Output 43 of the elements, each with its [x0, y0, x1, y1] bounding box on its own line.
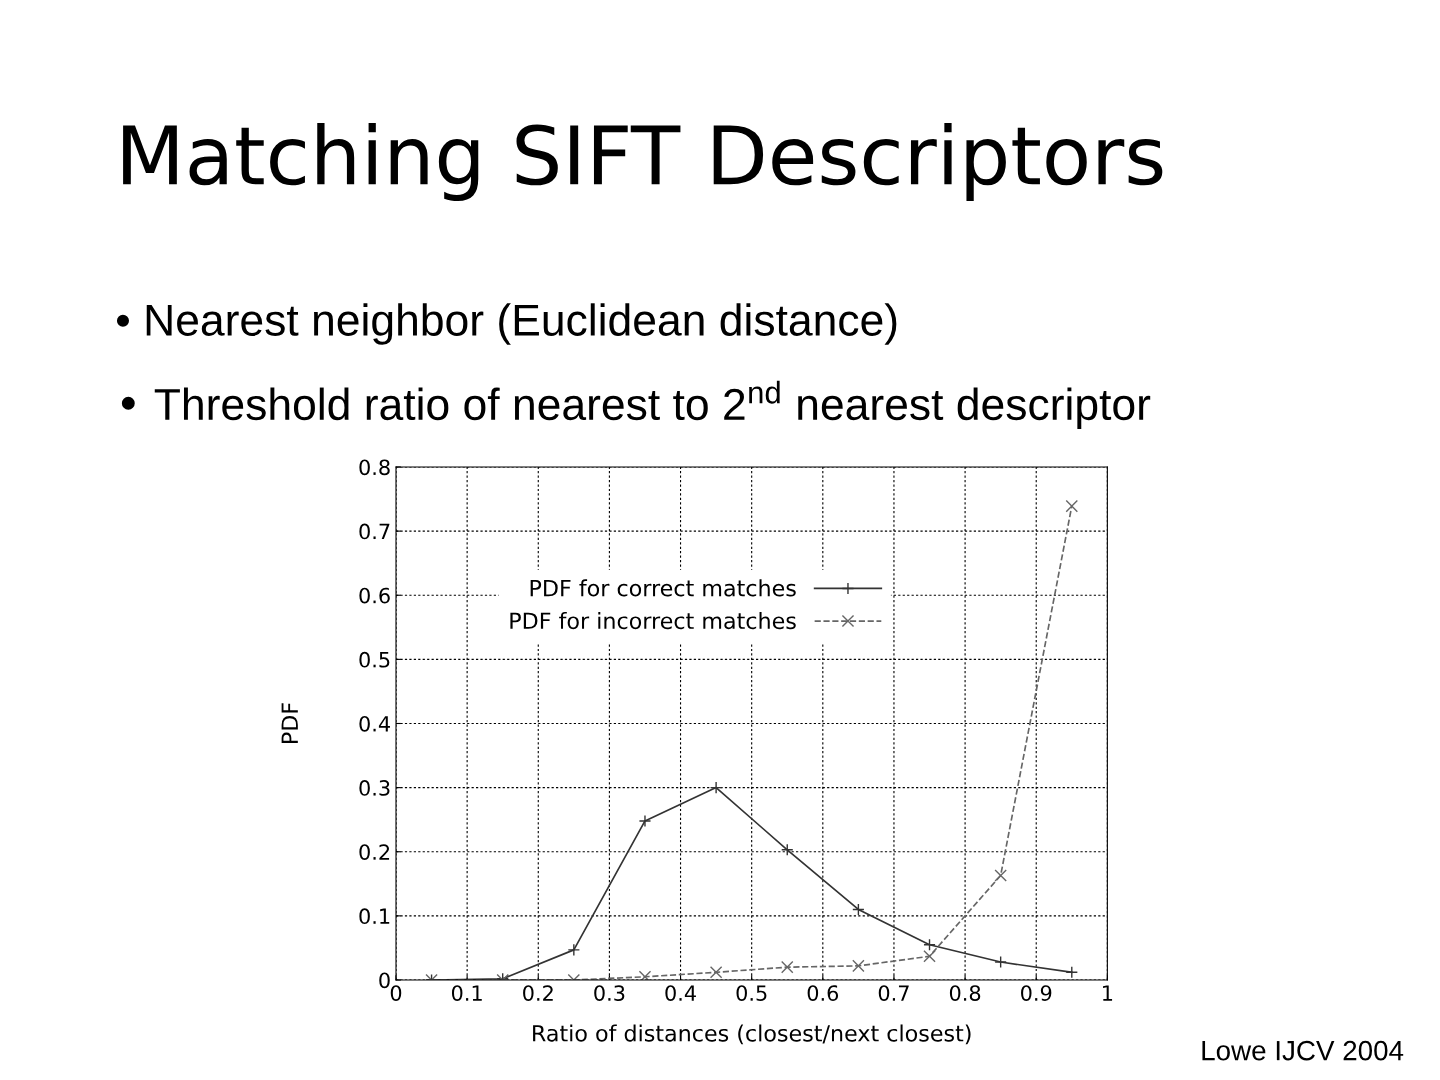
x-tick-label: 0.6	[807, 985, 839, 1001]
point	[1065, 499, 1079, 513]
x-tick-label: 0.3	[594, 985, 625, 1001]
y-tick-label: 0.1	[359, 908, 390, 925]
point	[994, 955, 1007, 969]
text: • Threshold ratio of nearest to 2$^{nd}$ nearest descriptor	[121, 380, 1151, 429]
point	[567, 943, 581, 957]
point	[852, 903, 865, 916]
point	[709, 966, 723, 979]
point	[638, 814, 652, 828]
y-tick-label: 0.3	[359, 780, 390, 796]
point	[780, 960, 794, 974]
x-tick-label: 0	[390, 985, 402, 1001]
point	[709, 781, 723, 794]
x-tick-label: 0.5	[736, 985, 767, 1001]
point	[923, 950, 936, 963]
y-tick-label: 0.2	[359, 844, 390, 860]
x-tick-label: 0.4	[665, 985, 696, 1001]
y-tick-label: 0.4	[359, 715, 390, 732]
x-tick-label: 0.2	[523, 985, 553, 1001]
point	[638, 970, 652, 980]
x-tick-label: 0.7	[878, 985, 909, 1001]
point	[994, 869, 1007, 882]
x-axis-title: Ratio of distances (closest/next closest)	[533, 1024, 971, 1045]
y-tick-label: 0	[379, 972, 390, 989]
x-tick-label: 0.8	[949, 985, 981, 1001]
y-tick-label: 0.8	[359, 459, 390, 476]
text: • Nearest neighbor (Euclidean distance)	[116, 303, 897, 345]
legend-label: PDF for incorrect matches	[510, 611, 796, 630]
x-tick-label: 0.1	[451, 985, 482, 1001]
point	[852, 959, 865, 973]
chart-title: Matching SIFT Descriptors	[123, 123, 1163, 201]
x-tick-label: 1	[1103, 985, 1113, 1001]
y-axis-title: PDF	[281, 703, 298, 743]
point	[780, 843, 794, 857]
y-tick-label: 0.5	[359, 651, 390, 668]
y-tick-label: 0.7	[359, 523, 390, 540]
x-tick-label: 0.9	[1021, 985, 1052, 1001]
y-tick-label: 0.6	[359, 587, 390, 604]
legend-label: PDF for correct matches	[530, 579, 796, 597]
text: Lowe IJCV 2004	[1202, 1040, 1404, 1061]
point	[1065, 966, 1079, 979]
point	[923, 938, 936, 951]
